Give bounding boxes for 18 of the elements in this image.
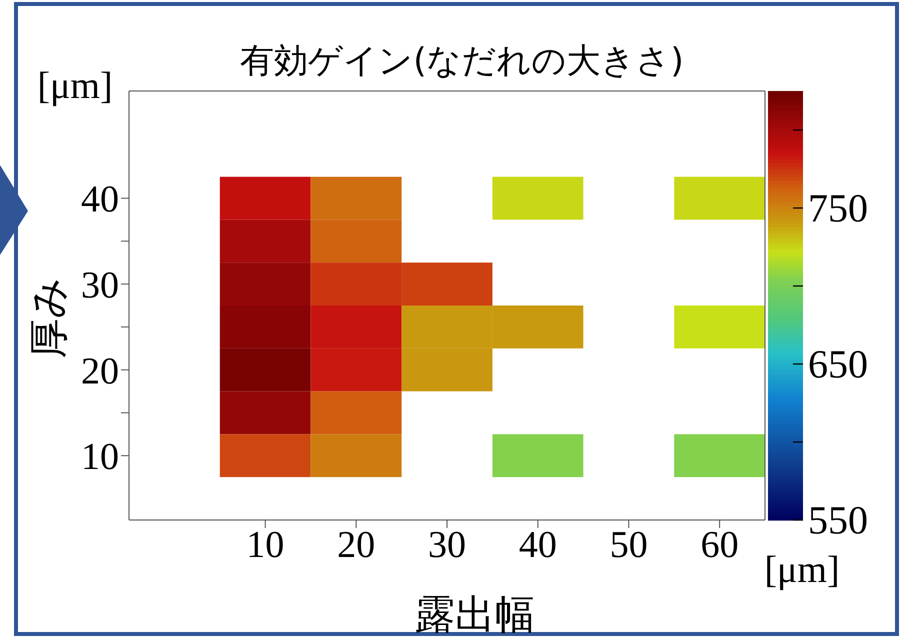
x-tick-label: 40 bbox=[518, 524, 557, 566]
color-bar-label: 650 bbox=[808, 342, 868, 386]
text: [μm] bbox=[37, 65, 113, 107]
color-bar-label: 550 bbox=[808, 498, 868, 542]
text: [μm] bbox=[764, 549, 840, 591]
y-tick-label: 10 bbox=[81, 436, 119, 478]
x-tick-label: 30 bbox=[428, 524, 466, 566]
x-axis-title: 露出幅 bbox=[415, 592, 535, 638]
y-tick-label: 30 bbox=[81, 264, 119, 307]
x-tick-label: 50 bbox=[610, 524, 648, 566]
x-tick-label: 20 bbox=[337, 524, 376, 566]
y-axis-title: 厚み bbox=[26, 278, 72, 358]
chart-title: 有効ゲイン(なだれの大きさ) bbox=[240, 41, 684, 81]
x-tick-label: 60 bbox=[700, 524, 739, 566]
y-tick-label: 40 bbox=[81, 178, 119, 221]
color-bar-label: 750 bbox=[808, 186, 868, 230]
x-tick-label: 10 bbox=[246, 524, 284, 566]
y-tick-label: 20 bbox=[81, 350, 119, 392]
